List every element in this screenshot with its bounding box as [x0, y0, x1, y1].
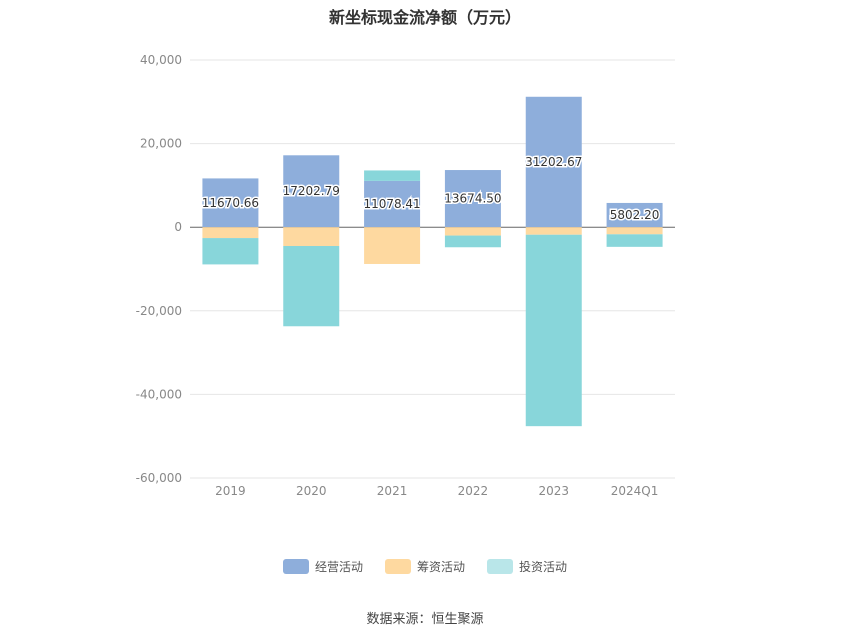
bar-2024Q1-series-0 [606, 202, 663, 228]
x-tick-label: 2024Q1 [611, 484, 659, 498]
y-tick-label: -60,000 [136, 471, 182, 485]
data-label: 13674.50 [444, 192, 501, 206]
bar-2022-series-0 [444, 170, 501, 228]
y-tick-label: -40,000 [136, 387, 182, 401]
legend-swatch-investing [487, 559, 513, 574]
data-source: 数据来源：恒生聚源 [366, 612, 484, 627]
bar-2024Q1-series-1 [606, 227, 663, 235]
data-label: 5802.20 [610, 208, 660, 222]
x-tick-label: 2022 [458, 484, 489, 498]
bar-2021-series-0 [364, 180, 421, 228]
legend-swatch-financing [384, 559, 411, 574]
legend: 经营活动 筹资活动 投资活动 [0, 558, 850, 575]
bar-2020-series-1 [283, 227, 340, 247]
legend-item-investing[interactable]: 投资活动 [487, 558, 567, 575]
bar-2022-series-2 [444, 235, 501, 248]
chart-title: 新坐标现金流净额（万元） [328, 8, 521, 27]
x-tick-label: 2019 [215, 484, 246, 498]
x-tick-label: 2021 [377, 484, 408, 498]
legend-label-operating: 经营活动 [314, 560, 363, 574]
bar-2019-series-1 [202, 227, 259, 239]
y-tick-label: 40,000 [140, 53, 182, 67]
bar-2020-series-2 [283, 246, 340, 327]
x-tick-label: 2020 [296, 484, 327, 498]
bar-2023-series-0 [525, 96, 582, 228]
bar-2021-series-2 [364, 170, 421, 181]
bar-2021-series-1 [364, 227, 421, 264]
bar-2023-series-1 [525, 227, 582, 235]
data-label: 11670.66 [202, 196, 259, 210]
bar-2019-series-0 [202, 178, 259, 228]
data-label: 17202.79 [283, 184, 340, 198]
legend-item-operating[interactable]: 经营活动 [282, 558, 363, 575]
legend-item-financing[interactable]: 筹资活动 [384, 558, 465, 575]
legend-label-financing: 筹资活动 [416, 560, 465, 574]
legend-swatch-operating [282, 559, 309, 574]
y-tick-label: -20,000 [136, 304, 182, 318]
x-tick-label: 2023 [538, 484, 569, 498]
bar-2024Q1-series-2 [606, 234, 663, 247]
bar-2023-series-2 [525, 234, 582, 427]
bar-2019-series-2 [202, 238, 259, 265]
bar-2022-series-1 [444, 227, 501, 236]
data-label: 11078.41 [363, 197, 420, 211]
y-tick-label: 0 [174, 220, 182, 234]
legend-label-investing: 投资活动 [519, 560, 568, 574]
data-label: 31202.67 [525, 155, 582, 169]
y-tick-label: 20,000 [140, 137, 182, 151]
bar-2020-series-0 [283, 155, 340, 228]
